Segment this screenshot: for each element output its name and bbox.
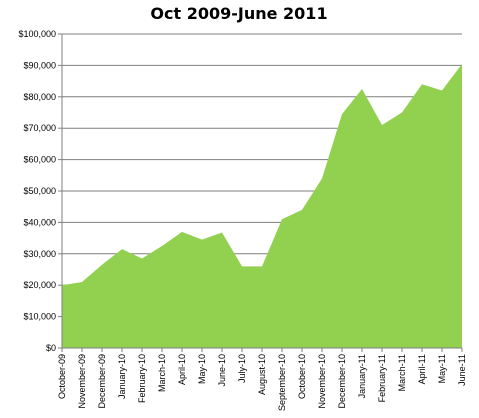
y-tick-label: $100,000	[18, 29, 56, 39]
x-tick-label: May-11	[437, 354, 447, 383]
y-tick-label: $70,000	[23, 123, 56, 133]
y-axis-tick-labels: $0 $10,000 $20,000 $30,000 $40,000 $50,000 $60…	[18, 29, 56, 353]
y-tick-label: $20,000	[23, 280, 56, 290]
x-tick-label: October-09	[57, 354, 67, 399]
x-tick-label: November-09	[77, 354, 87, 409]
x-tick-label: April-11	[417, 354, 427, 384]
x-tick-label: January-11	[357, 354, 367, 398]
y-tick-label: $40,000	[23, 217, 56, 227]
y-tick-label: $30,000	[23, 249, 56, 259]
x-tick-label: June-10	[217, 354, 227, 387]
x-tick-label: December-10	[337, 354, 347, 409]
x-tick-label: May-10	[197, 354, 207, 384]
x-tick-label: April-10	[177, 354, 187, 385]
x-tick-label: March-10	[157, 354, 167, 392]
x-tick-label: February-11	[377, 354, 387, 402]
area-series	[62, 63, 462, 348]
x-tick-label: November-10	[317, 354, 327, 409]
chart-title: Oct 2009-June 2011	[150, 4, 327, 23]
y-tick-label: $80,000	[23, 92, 56, 102]
y-tick-label: $90,000	[23, 60, 56, 70]
y-tick-label: $50,000	[23, 186, 56, 196]
x-tick-label: September-10	[277, 354, 287, 411]
x-tick-label: August-10	[257, 354, 267, 395]
x-axis-tick-labels: October-09 November-09 December-09 January-…	[57, 354, 467, 411]
x-tick-label: December-09	[97, 354, 107, 409]
y-tick-label: $60,000	[23, 155, 56, 165]
x-tick-label: June-11	[457, 354, 467, 386]
x-tick-label: October-10	[297, 354, 307, 399]
axes	[58, 33, 463, 352]
x-tick-label: March-11	[397, 354, 407, 391]
plot-area	[61, 63, 463, 348]
x-tick-label: February-10	[137, 354, 147, 403]
y-tick-label: $10,000	[23, 312, 56, 322]
x-tick-label: January-10	[117, 354, 127, 399]
y-tick-label: $0	[46, 343, 56, 353]
x-tick-label: July-10	[237, 354, 247, 383]
